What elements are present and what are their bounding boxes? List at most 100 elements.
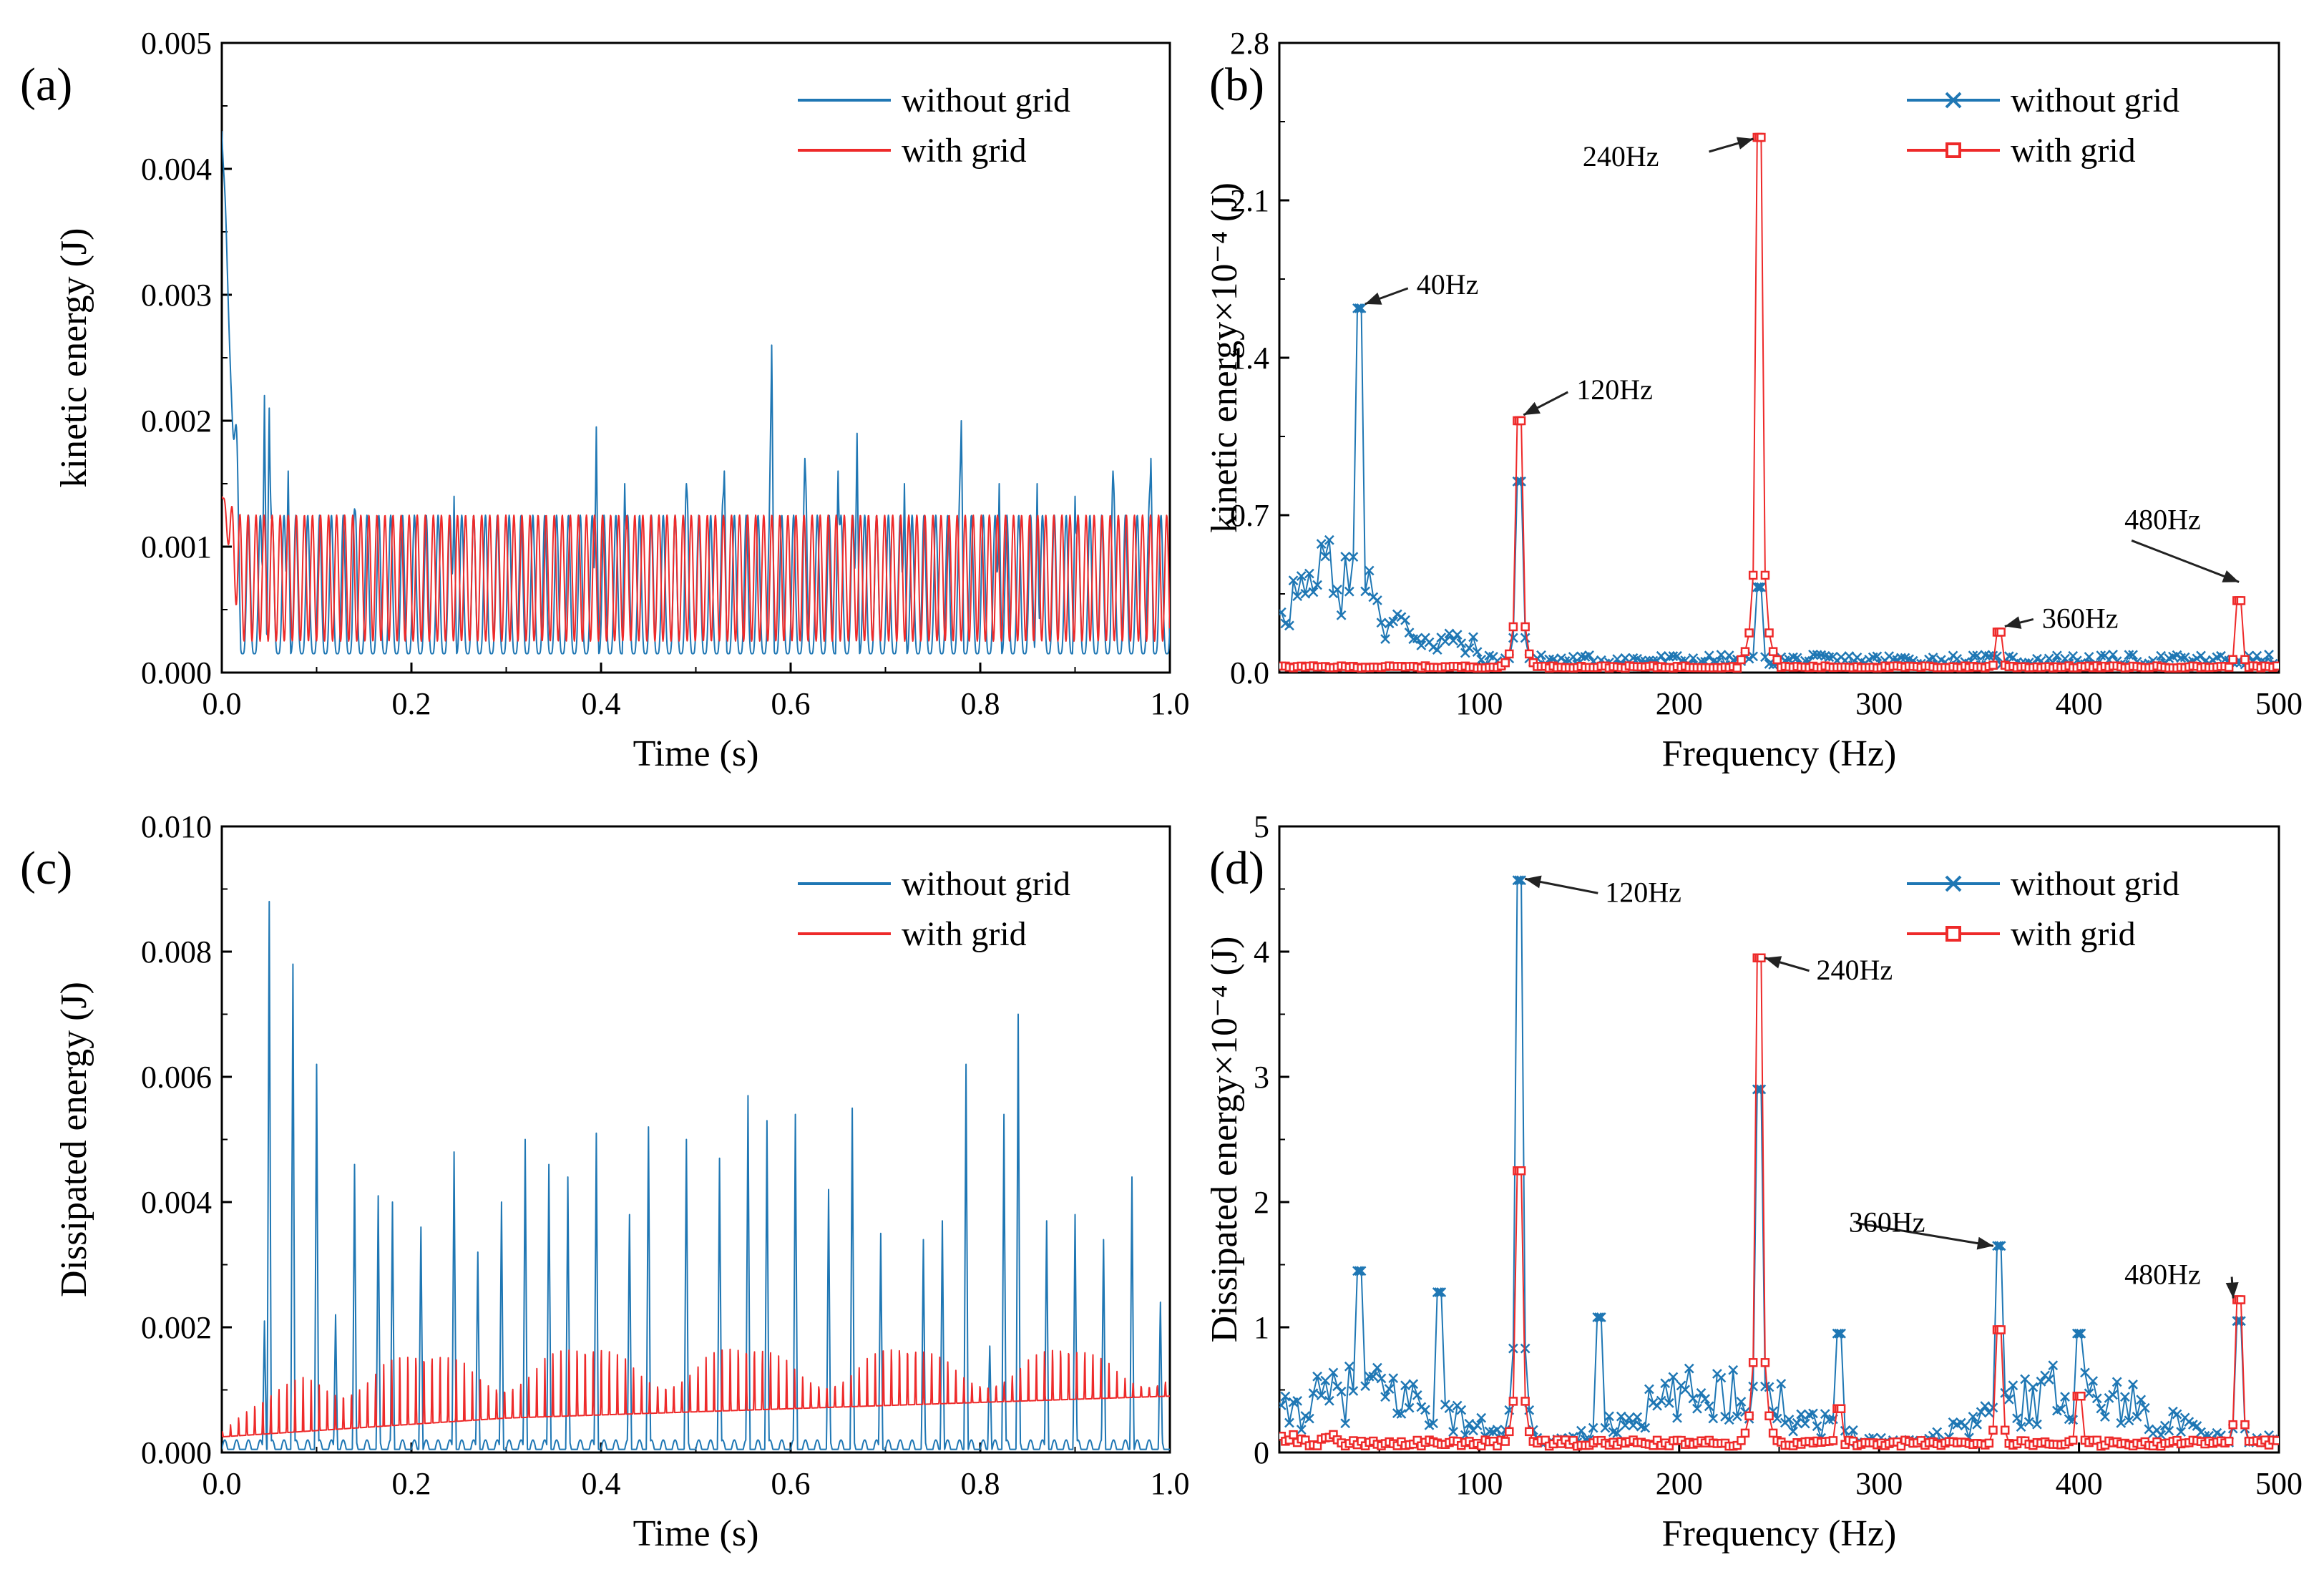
data-point-marker [1312,1371,1322,1382]
data-point-marker [2096,1403,2106,1414]
series-line-with-grid [222,1348,1170,1437]
data-point-marker [2176,1427,2186,1437]
y-tick-label: 0.010 [141,809,212,844]
data-point-marker [1604,1411,1614,1422]
y-tick-label: 0.005 [141,26,212,61]
data-point-marker [1984,1438,1994,1448]
x-tick-label: 1.0 [1151,1466,1190,1501]
data-point-marker [1772,1413,1782,1424]
data-point-marker [1348,552,1359,562]
legend-label: without grid [2011,865,2179,903]
series-with-grid [1279,953,2279,1451]
y-tick-label: 0.006 [141,1060,212,1095]
x-axis-title: Time (s) [633,1513,759,1554]
data-point-marker [1296,571,1307,581]
data-point-marker [2252,650,2262,661]
annotation-arrow [2131,539,2240,583]
annotation-label: 360Hz [1849,1206,1925,1238]
panel-d: (d) 100 200 300 400 500 0 1 2 3 4 5 Frequency (Hz) Di… [1204,809,2303,1554]
data-point-marker [1792,1417,1802,1428]
data-point-marker [2003,1394,2014,1405]
data-point-marker [2076,1392,2086,1401]
data-point-marker [1279,607,1286,617]
data-point-marker [2074,1328,2084,1339]
data-point-marker [1380,634,1390,644]
y-axis-title: Dissipated energy (J) [54,982,94,1297]
annotation-arrowhead [1764,956,1782,969]
data-point-marker [1340,1418,1351,1429]
data-point-marker [1756,1084,1767,1095]
data-point-marker [2071,1328,2082,1339]
legend-label: with grid [902,132,1027,170]
data-point-marker [1388,616,1399,627]
data-point-marker [1668,1372,1679,1382]
data-point-marker [2016,1422,2026,1432]
data-point-marker [2044,1375,2054,1385]
data-point-marker [1812,650,1822,660]
data-point-marker [1512,875,1523,886]
data-point-marker [2164,1425,2174,1436]
data-point-marker [1624,1412,1634,1423]
data-point-marker [2124,1415,2134,1426]
annotation-label: 120Hz [1576,373,1653,406]
data-point-marker [1500,1437,1510,1446]
data-point-marker [1976,1407,1986,1417]
data-point-marker [1988,660,1998,670]
data-point-marker [1792,653,1802,663]
series-without-grid [1279,303,2279,671]
data-point-marker [1520,622,1530,632]
y-tick-label: 0.002 [141,404,212,439]
data-point-marker [1368,1371,1379,1382]
y-tick-label: 0.002 [141,1310,212,1345]
y-tick-label: 5 [1254,809,1269,844]
x-tick-label: 0.8 [961,1466,1000,1501]
data-point-marker [1737,1436,1746,1445]
data-point-marker [1452,630,1463,640]
x-tick-label: 500 [2255,686,2303,721]
legend-marker [1945,92,1962,109]
data-point-marker [1728,1364,1739,1375]
panel-a: (a) 0.0 0.2 0.4 0.6 0.8 1.0 0.000 0.001 0.002 0.00… [20,26,1190,774]
spectrum-line [1281,957,2277,1447]
data-point-marker [1760,652,1770,663]
y-tick-label: 2 [1254,1185,1269,1220]
data-point-marker [1332,585,1342,595]
data-point-marker [2272,1436,2279,1445]
data-point-marker [1396,1409,1407,1419]
data-point-marker [1364,565,1375,576]
data-point-marker [1672,1412,1682,1423]
data-point-marker [1983,650,1994,661]
y-tick-label: 4 [1254,934,1269,970]
data-point-marker [1764,628,1774,638]
annotation-label: 360Hz [2042,602,2119,634]
data-point-marker [1292,591,1303,602]
data-point-marker [1412,633,1422,643]
data-point-marker [2128,1380,2138,1390]
data-point-marker [1724,1415,1734,1425]
data-point-marker [1372,1362,1382,1373]
data-point-marker [1289,1430,1298,1440]
data-point-marker [1772,655,1782,665]
data-point-marker [2100,1412,2110,1422]
annotation-label: 120Hz [1605,876,1681,908]
data-point-marker [1328,1367,1339,1378]
data-point-marker [1704,1401,1714,1412]
data-point-marker [1514,875,1525,886]
x-tick-label: 500 [2255,1466,2303,1501]
legend-marker [1945,142,1961,158]
x-tick-label: 400 [2056,686,2103,721]
data-point-marker [1992,1241,2002,1251]
panel-c: (c) 0.0 0.2 0.4 0.6 0.8 1.0 0.000 0.002 0.004 0.00… [20,809,1190,1554]
x-tick-label: 100 [1455,686,1503,721]
y-tick-label: 2.8 [1230,26,1269,61]
data-point-marker [1620,1420,1631,1431]
data-point-marker [1764,1411,1774,1421]
data-point-marker [1484,1426,1495,1437]
data-point-marker [1988,1402,1998,1413]
data-point-marker [1324,534,1334,545]
data-point-marker [2136,1395,2147,1405]
y-tick-label: 1 [1254,1310,1269,1345]
data-point-marker [1928,653,1938,663]
data-point-marker [1740,1428,1750,1438]
data-point-marker [1752,582,1762,592]
